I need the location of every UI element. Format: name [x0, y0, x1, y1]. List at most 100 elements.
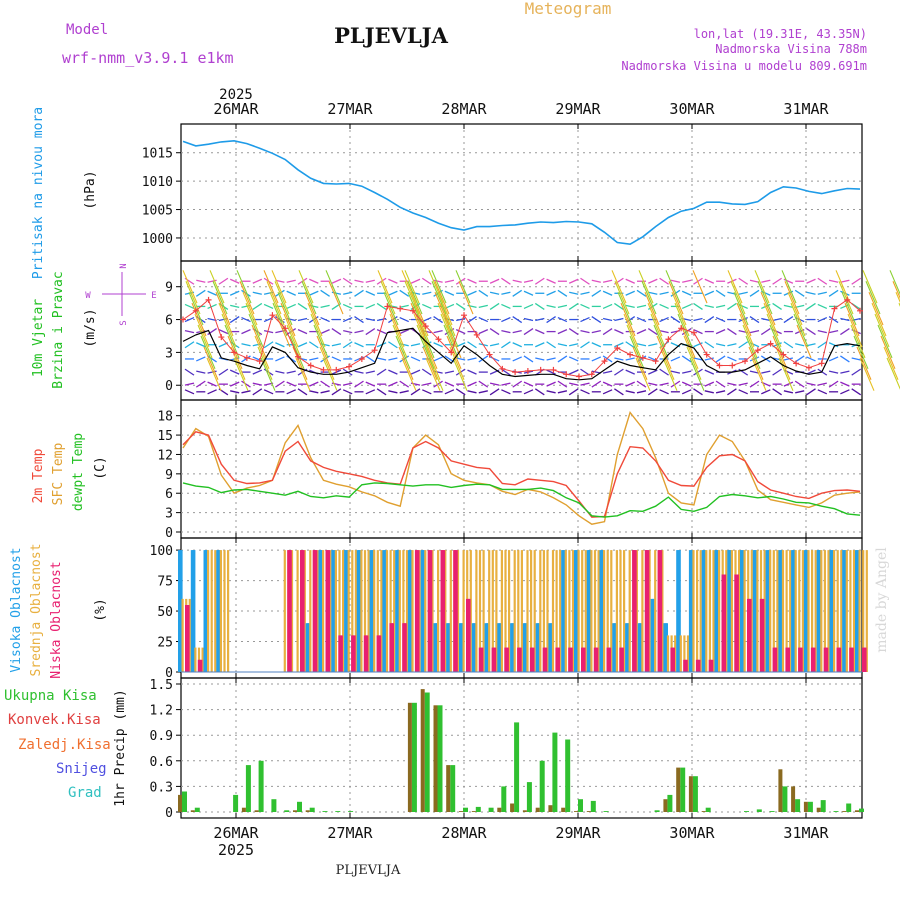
- wind-barb: [704, 369, 715, 375]
- bottom-date-label: 30MAR: [669, 824, 715, 842]
- top-date-labels: 26MAR 27MAR 28MAR 29MAR 30MAR 31MAR: [213, 100, 829, 118]
- wind-strong-barb: [757, 281, 773, 315]
- wind-strong-barb: [221, 313, 237, 348]
- wind-strong-barb: [760, 291, 776, 326]
- low-cloud-bar: [799, 647, 802, 672]
- wind-barb: [207, 370, 217, 374]
- high-cloud-bar: [612, 623, 615, 672]
- mid-cloud-bar: [309, 550, 312, 672]
- mid-cloud-bar: [508, 550, 511, 672]
- wind-barb: [275, 370, 285, 374]
- wind-barb: [196, 356, 206, 362]
- wind-barb: [365, 290, 376, 296]
- wind-barb: [354, 370, 364, 374]
- wind-barb: [444, 381, 455, 387]
- wind-barb: [727, 343, 737, 347]
- precip-conv-bar: [586, 811, 591, 812]
- wind-barb: [591, 356, 602, 362]
- wind-barb: [433, 279, 443, 283]
- precip-conv-bar: [407, 702, 412, 812]
- wind-barb: [422, 303, 432, 310]
- mid-cloud-bar: [542, 550, 545, 672]
- wind-gust-marker: [844, 296, 851, 303]
- wind-barb: [648, 343, 658, 347]
- mid-cloud-bar: [424, 550, 427, 672]
- wind-barb: [195, 380, 206, 388]
- low-cloud-bar: [315, 550, 318, 672]
- precip-total-bar: [437, 705, 443, 812]
- low-cloud-bar: [698, 659, 701, 672]
- wind-gust-marker: [703, 351, 710, 358]
- wind-gust-marker: [857, 307, 863, 314]
- high-cloud-bar: [676, 550, 679, 672]
- low-cloud-bar: [582, 647, 585, 672]
- wind-barb: [795, 390, 805, 394]
- low-cloud-bar: [723, 574, 727, 672]
- mid-cloud-bar: [513, 550, 516, 672]
- high-cloud-bar: [792, 550, 795, 672]
- wind-gust-marker: [690, 329, 697, 336]
- wind-barb: [715, 329, 726, 335]
- high-cloud-bar: [511, 623, 514, 672]
- low-cloud-bar: [376, 635, 379, 672]
- mid-cloud-bar: [823, 550, 826, 672]
- wind-barb: [806, 278, 816, 284]
- wind-barb: [252, 388, 263, 396]
- wind-barb: [659, 316, 669, 323]
- wind-barb: [207, 355, 217, 363]
- wind-strong-barb: [292, 346, 308, 380]
- wind-strong-barb: [269, 291, 285, 326]
- high-cloud-bar: [447, 623, 450, 672]
- wind-strong-barb: [623, 313, 639, 348]
- low-cloud-bar: [352, 635, 355, 672]
- wind-barb: [478, 355, 489, 363]
- wind-barb: [467, 341, 477, 349]
- high-cloud-bar: [538, 623, 541, 672]
- high-cloud-bar: [433, 623, 436, 672]
- wind-barb: [523, 317, 534, 322]
- wind-barb: [568, 388, 579, 396]
- precip-total-bar: [463, 807, 468, 812]
- wind-barb: [614, 317, 624, 322]
- bottom-date-label: 29MAR: [555, 824, 601, 842]
- bottom-date-label: 28MAR: [441, 824, 487, 842]
- wind-barb: [715, 289, 726, 297]
- mid-cloud-bar: [811, 550, 814, 672]
- low-cloud-bar: [325, 550, 328, 672]
- mid-cloud-bar: [648, 550, 651, 672]
- wind-strong-barb: [401, 270, 417, 304]
- high-cloud-bar: [704, 550, 707, 672]
- wind-barb: [580, 303, 590, 310]
- low-cloud-bar: [454, 550, 457, 672]
- wind-strong-barb: [853, 335, 869, 370]
- wind-barb: [693, 357, 703, 361]
- high-cloud-bar: [843, 550, 846, 672]
- low-cloud-bar: [379, 635, 382, 672]
- wind-barb: [761, 370, 771, 374]
- low-cloud-bar: [671, 647, 674, 672]
- wind-barb: [715, 304, 726, 309]
- wind-barb: [489, 343, 500, 347]
- low-cloud-bar: [326, 550, 329, 672]
- precip-total-bar: [680, 767, 686, 812]
- wind-barb: [682, 370, 692, 374]
- wind-strong-barb: [313, 324, 329, 359]
- precip-conv-bar: [522, 810, 527, 812]
- wind-barb: [331, 343, 342, 347]
- wind-gust-marker: [805, 364, 812, 371]
- wind-barb: [365, 303, 376, 310]
- temp-2m-line: [182, 431, 861, 518]
- mid-cloud-bar: [858, 550, 861, 672]
- wind-barb: [783, 369, 794, 375]
- mid-cloud-bar: [666, 635, 670, 672]
- wind-barb: [489, 302, 500, 310]
- precip-conv-bar: [497, 807, 502, 812]
- mid-cloud-bar: [322, 550, 325, 672]
- wind-barb: [478, 390, 488, 394]
- wind-barb: [388, 390, 398, 394]
- wind-barb: [693, 329, 703, 335]
- wind-barb: [467, 390, 477, 394]
- high-cloud-bar: [690, 550, 693, 672]
- wind-strong-barb: [440, 313, 456, 348]
- high-cloud-bar: [179, 550, 182, 672]
